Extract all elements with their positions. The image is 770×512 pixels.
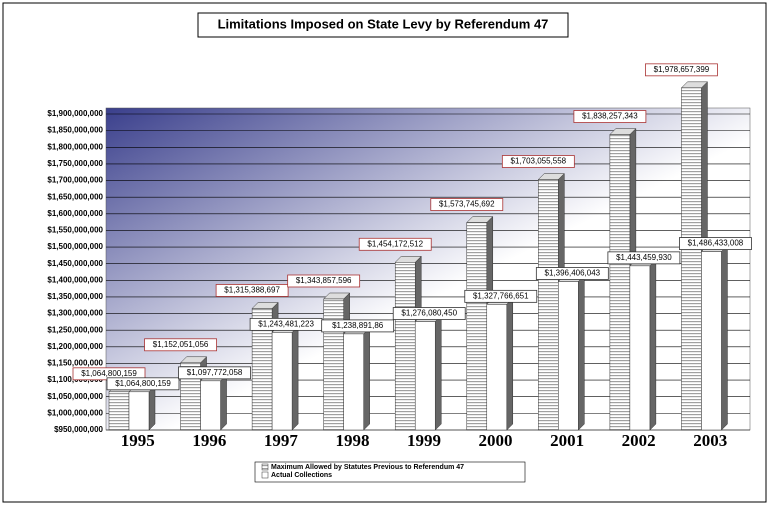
data-label: $1,486,433,008 — [688, 239, 744, 248]
bar — [128, 391, 150, 431]
y-tick-label: $1,500,000,000 — [47, 242, 103, 251]
title-box — [197, 12, 569, 38]
data-label-box — [679, 237, 752, 250]
data-label-box — [358, 237, 432, 251]
y-tick-label: $1,350,000,000 — [47, 292, 103, 301]
bar — [701, 251, 722, 431]
x-tick-label: 2003 — [693, 431, 727, 450]
y-tick-label: $1,200,000,000 — [47, 342, 103, 351]
bar — [538, 179, 559, 431]
x-tick-label: 2002 — [622, 431, 656, 450]
y-tick-label: $1,000,000,000 — [47, 408, 103, 417]
bar — [271, 332, 293, 431]
bar-side — [721, 244, 728, 431]
bar — [394, 262, 416, 431]
legend — [254, 461, 526, 483]
data-label-box — [106, 377, 180, 391]
bar — [200, 380, 221, 431]
y-tick-label: $1,800,000,000 — [47, 142, 103, 151]
data-label: $1,343,857,596 — [296, 276, 352, 285]
legend-label: Maximum Allowed by Statutes Previous to … — [271, 464, 464, 471]
bar-side — [220, 374, 227, 431]
data-label: $1,097,772,058 — [187, 368, 243, 377]
data-label-box — [287, 274, 361, 288]
y-tick-label: $1,650,000,000 — [47, 192, 103, 201]
x-tick-label: 1998 — [335, 431, 369, 450]
data-label: $1,152,051,056 — [153, 340, 209, 349]
y-tick-label: $1,450,000,000 — [47, 259, 103, 268]
y-tick-label: $1,550,000,000 — [47, 226, 103, 235]
data-label-box — [321, 319, 395, 333]
data-label-box — [144, 338, 217, 352]
bar — [681, 87, 702, 431]
x-tick-label: 1997 — [264, 431, 299, 450]
legend-swatch — [261, 463, 269, 471]
data-label: $1,978,657,399 — [654, 65, 710, 74]
bar — [414, 321, 436, 431]
data-label: $1,703,055,558 — [511, 157, 567, 166]
data-label-box — [645, 63, 718, 77]
data-label: $1,396,406,043 — [545, 269, 601, 278]
data-label: $1,838,257,343 — [582, 112, 638, 121]
data-label-box — [573, 110, 647, 123]
bar — [486, 304, 508, 431]
y-tick-label: $1,700,000,000 — [47, 176, 103, 185]
data-label: $1,064,800,159 — [115, 379, 171, 388]
chart-title: Limitations Imposed on State Levy by Ref… — [218, 16, 549, 31]
data-label: $1,243,481,223 — [258, 319, 314, 328]
x-tick-label: 2000 — [479, 431, 513, 450]
bar-side — [291, 325, 299, 431]
data-label-box — [501, 155, 575, 168]
data-label: $1,573,745,692 — [439, 200, 495, 209]
bar-side — [148, 385, 156, 431]
y-tick-label: $1,150,000,000 — [47, 359, 103, 368]
bar-side — [506, 297, 514, 431]
data-label: $1,443,459,930 — [616, 253, 672, 262]
y-tick-label: $1,750,000,000 — [47, 159, 103, 168]
bar-side — [363, 327, 370, 431]
data-label: $1,238,891,86 — [332, 321, 384, 330]
data-label: $1,327,766,651 — [473, 291, 529, 300]
data-label-box — [430, 198, 504, 211]
bar — [609, 134, 631, 431]
data-label: $1,454,172,512 — [367, 239, 423, 248]
x-tick-label: 1995 — [121, 431, 155, 450]
x-tick-label: 1996 — [192, 431, 226, 450]
y-tick-label: $950,000,000 — [54, 425, 103, 434]
y-tick-label: $1,600,000,000 — [47, 209, 103, 218]
data-label-box — [392, 307, 466, 320]
bar-side — [578, 274, 585, 431]
y-tick-label: $1,050,000,000 — [47, 392, 103, 401]
data-label-box — [535, 267, 609, 280]
data-label-box — [215, 284, 289, 297]
data-label-box — [464, 289, 538, 303]
bar — [108, 391, 130, 431]
data-label-box — [607, 251, 681, 265]
data-label: $1,064,800,159 — [81, 369, 137, 378]
x-tick-label: 1999 — [407, 431, 441, 450]
y-tick-label: $1,850,000,000 — [47, 126, 103, 135]
bar — [466, 222, 488, 431]
bar-side — [649, 259, 657, 431]
y-tick-label: $1,250,000,000 — [47, 325, 103, 334]
legend-swatch — [261, 471, 269, 479]
x-tick-label: 2001 — [550, 431, 584, 450]
bar — [629, 265, 651, 431]
bar — [323, 298, 344, 431]
data-label-box — [178, 366, 251, 380]
legend-label: Actual Collections — [271, 472, 332, 479]
bar — [558, 281, 579, 431]
data-label: $1,315,388,697 — [224, 286, 280, 295]
y-tick-label: $1,300,000,000 — [47, 309, 103, 318]
data-label: $1,276,080,450 — [401, 309, 457, 318]
bar-side — [434, 314, 442, 431]
bar — [343, 333, 364, 431]
y-tick-label: $1,900,000,000 — [47, 109, 103, 118]
y-tick-label: $1,400,000,000 — [47, 275, 103, 284]
